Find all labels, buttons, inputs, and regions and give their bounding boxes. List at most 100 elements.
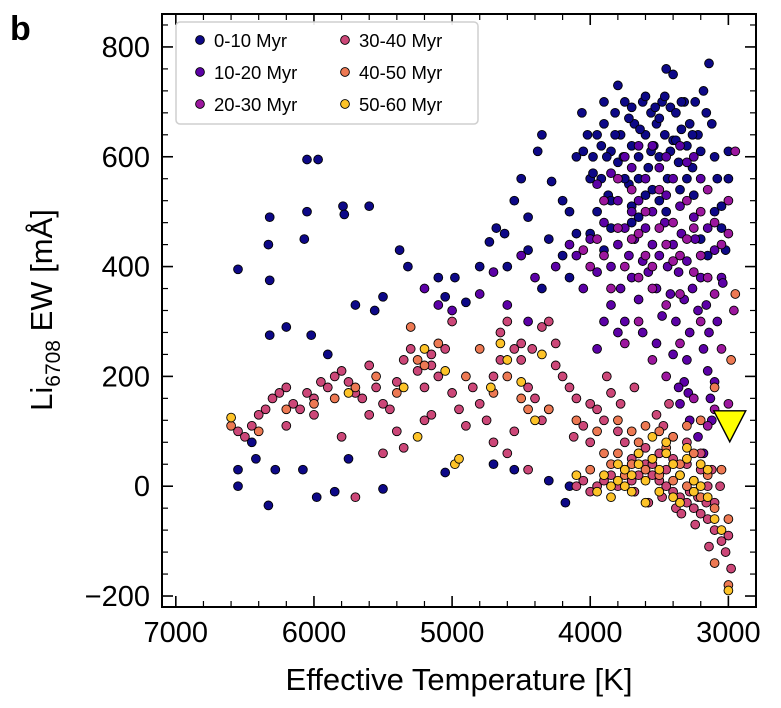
- data-point: [509, 195, 520, 206]
- data-point: [705, 393, 716, 404]
- data-point: [599, 415, 609, 426]
- legend-marker: [195, 67, 205, 77]
- data-point: [688, 267, 699, 277]
- data-point: [509, 464, 520, 475]
- data-point: [516, 338, 527, 349]
- data-point: [499, 228, 510, 239]
- data-point: [369, 305, 380, 316]
- data-point: [684, 118, 695, 129]
- data-point: [688, 503, 699, 514]
- x-tick-label: 6000: [282, 617, 347, 649]
- data-point: [592, 129, 602, 140]
- data-point: [654, 250, 665, 261]
- data-point: [701, 300, 712, 310]
- data-point: [233, 264, 243, 275]
- data-point: [723, 530, 734, 541]
- data-point: [716, 464, 727, 475]
- data-point: [450, 272, 460, 283]
- data-point: [651, 409, 662, 420]
- data-point: [571, 250, 582, 261]
- data-point: [606, 492, 616, 503]
- data-point: [592, 344, 602, 354]
- data-point: [647, 453, 658, 464]
- data-point: [601, 151, 612, 162]
- data-point: [543, 234, 554, 244]
- data-point: [613, 223, 623, 233]
- data-point: [606, 283, 616, 294]
- data-point: [695, 415, 706, 426]
- data-point: [467, 382, 478, 393]
- legend-item: 50-60 Myr: [340, 94, 442, 115]
- data-point: [698, 86, 709, 96]
- y-tick-label: 200: [102, 361, 150, 393]
- data-point: [550, 261, 561, 272]
- data-point: [537, 349, 547, 360]
- data-point: [309, 398, 319, 409]
- data-point: [516, 250, 527, 261]
- legend-marker: [340, 35, 350, 45]
- data-point: [302, 154, 312, 165]
- data-point: [702, 223, 713, 233]
- data-point: [640, 223, 651, 233]
- data-point: [426, 409, 437, 420]
- data-point: [676, 97, 687, 107]
- data-point: [654, 223, 665, 233]
- data-point: [523, 382, 533, 393]
- data-point: [723, 195, 734, 206]
- data-point: [537, 322, 547, 332]
- data-point: [647, 283, 658, 294]
- y-axis-label-subscript: 6708: [42, 340, 65, 387]
- data-point: [474, 289, 485, 299]
- data-point: [633, 228, 644, 239]
- data-point: [635, 124, 645, 135]
- data-point: [350, 382, 361, 393]
- data-point: [709, 245, 720, 255]
- data-point: [537, 283, 547, 294]
- data-point: [264, 330, 275, 341]
- data-point: [313, 154, 323, 165]
- data-point: [588, 151, 598, 162]
- data-point: [461, 297, 471, 308]
- data-point: [675, 184, 685, 195]
- data-point: [433, 300, 444, 310]
- series-1: [233, 58, 734, 511]
- data-point: [509, 426, 520, 437]
- data-point: [657, 311, 667, 321]
- data-point: [516, 355, 527, 365]
- data-point: [717, 278, 728, 288]
- data-point: [485, 382, 496, 393]
- data-point: [688, 151, 699, 162]
- data-point: [673, 267, 684, 277]
- data-point: [543, 404, 554, 415]
- data-point: [564, 272, 575, 283]
- data-point: [665, 289, 676, 299]
- data-point: [712, 173, 723, 184]
- data-point: [640, 497, 651, 508]
- data-point: [716, 525, 727, 535]
- data-point: [571, 228, 582, 239]
- data-point: [687, 283, 698, 294]
- data-point: [633, 294, 644, 305]
- data-point: [610, 129, 620, 140]
- data-point: [502, 448, 513, 459]
- data-point: [675, 398, 685, 409]
- data-point: [302, 206, 312, 217]
- data-point: [690, 234, 701, 244]
- data-point: [633, 316, 644, 327]
- data-point: [688, 212, 699, 223]
- legend-label: 20-30 Myr: [214, 94, 297, 115]
- data-point: [661, 437, 672, 448]
- data-point: [571, 470, 582, 481]
- data-point: [585, 464, 596, 475]
- data-point: [647, 140, 658, 151]
- data-point: [578, 420, 589, 431]
- data-point: [682, 234, 692, 244]
- data-point: [606, 300, 616, 310]
- data-point: [557, 195, 568, 206]
- data-point: [633, 272, 644, 283]
- data-point: [640, 173, 651, 184]
- data-point: [557, 250, 568, 261]
- data-point: [675, 140, 685, 151]
- data-point: [626, 486, 637, 497]
- legend-box: [175, 21, 479, 125]
